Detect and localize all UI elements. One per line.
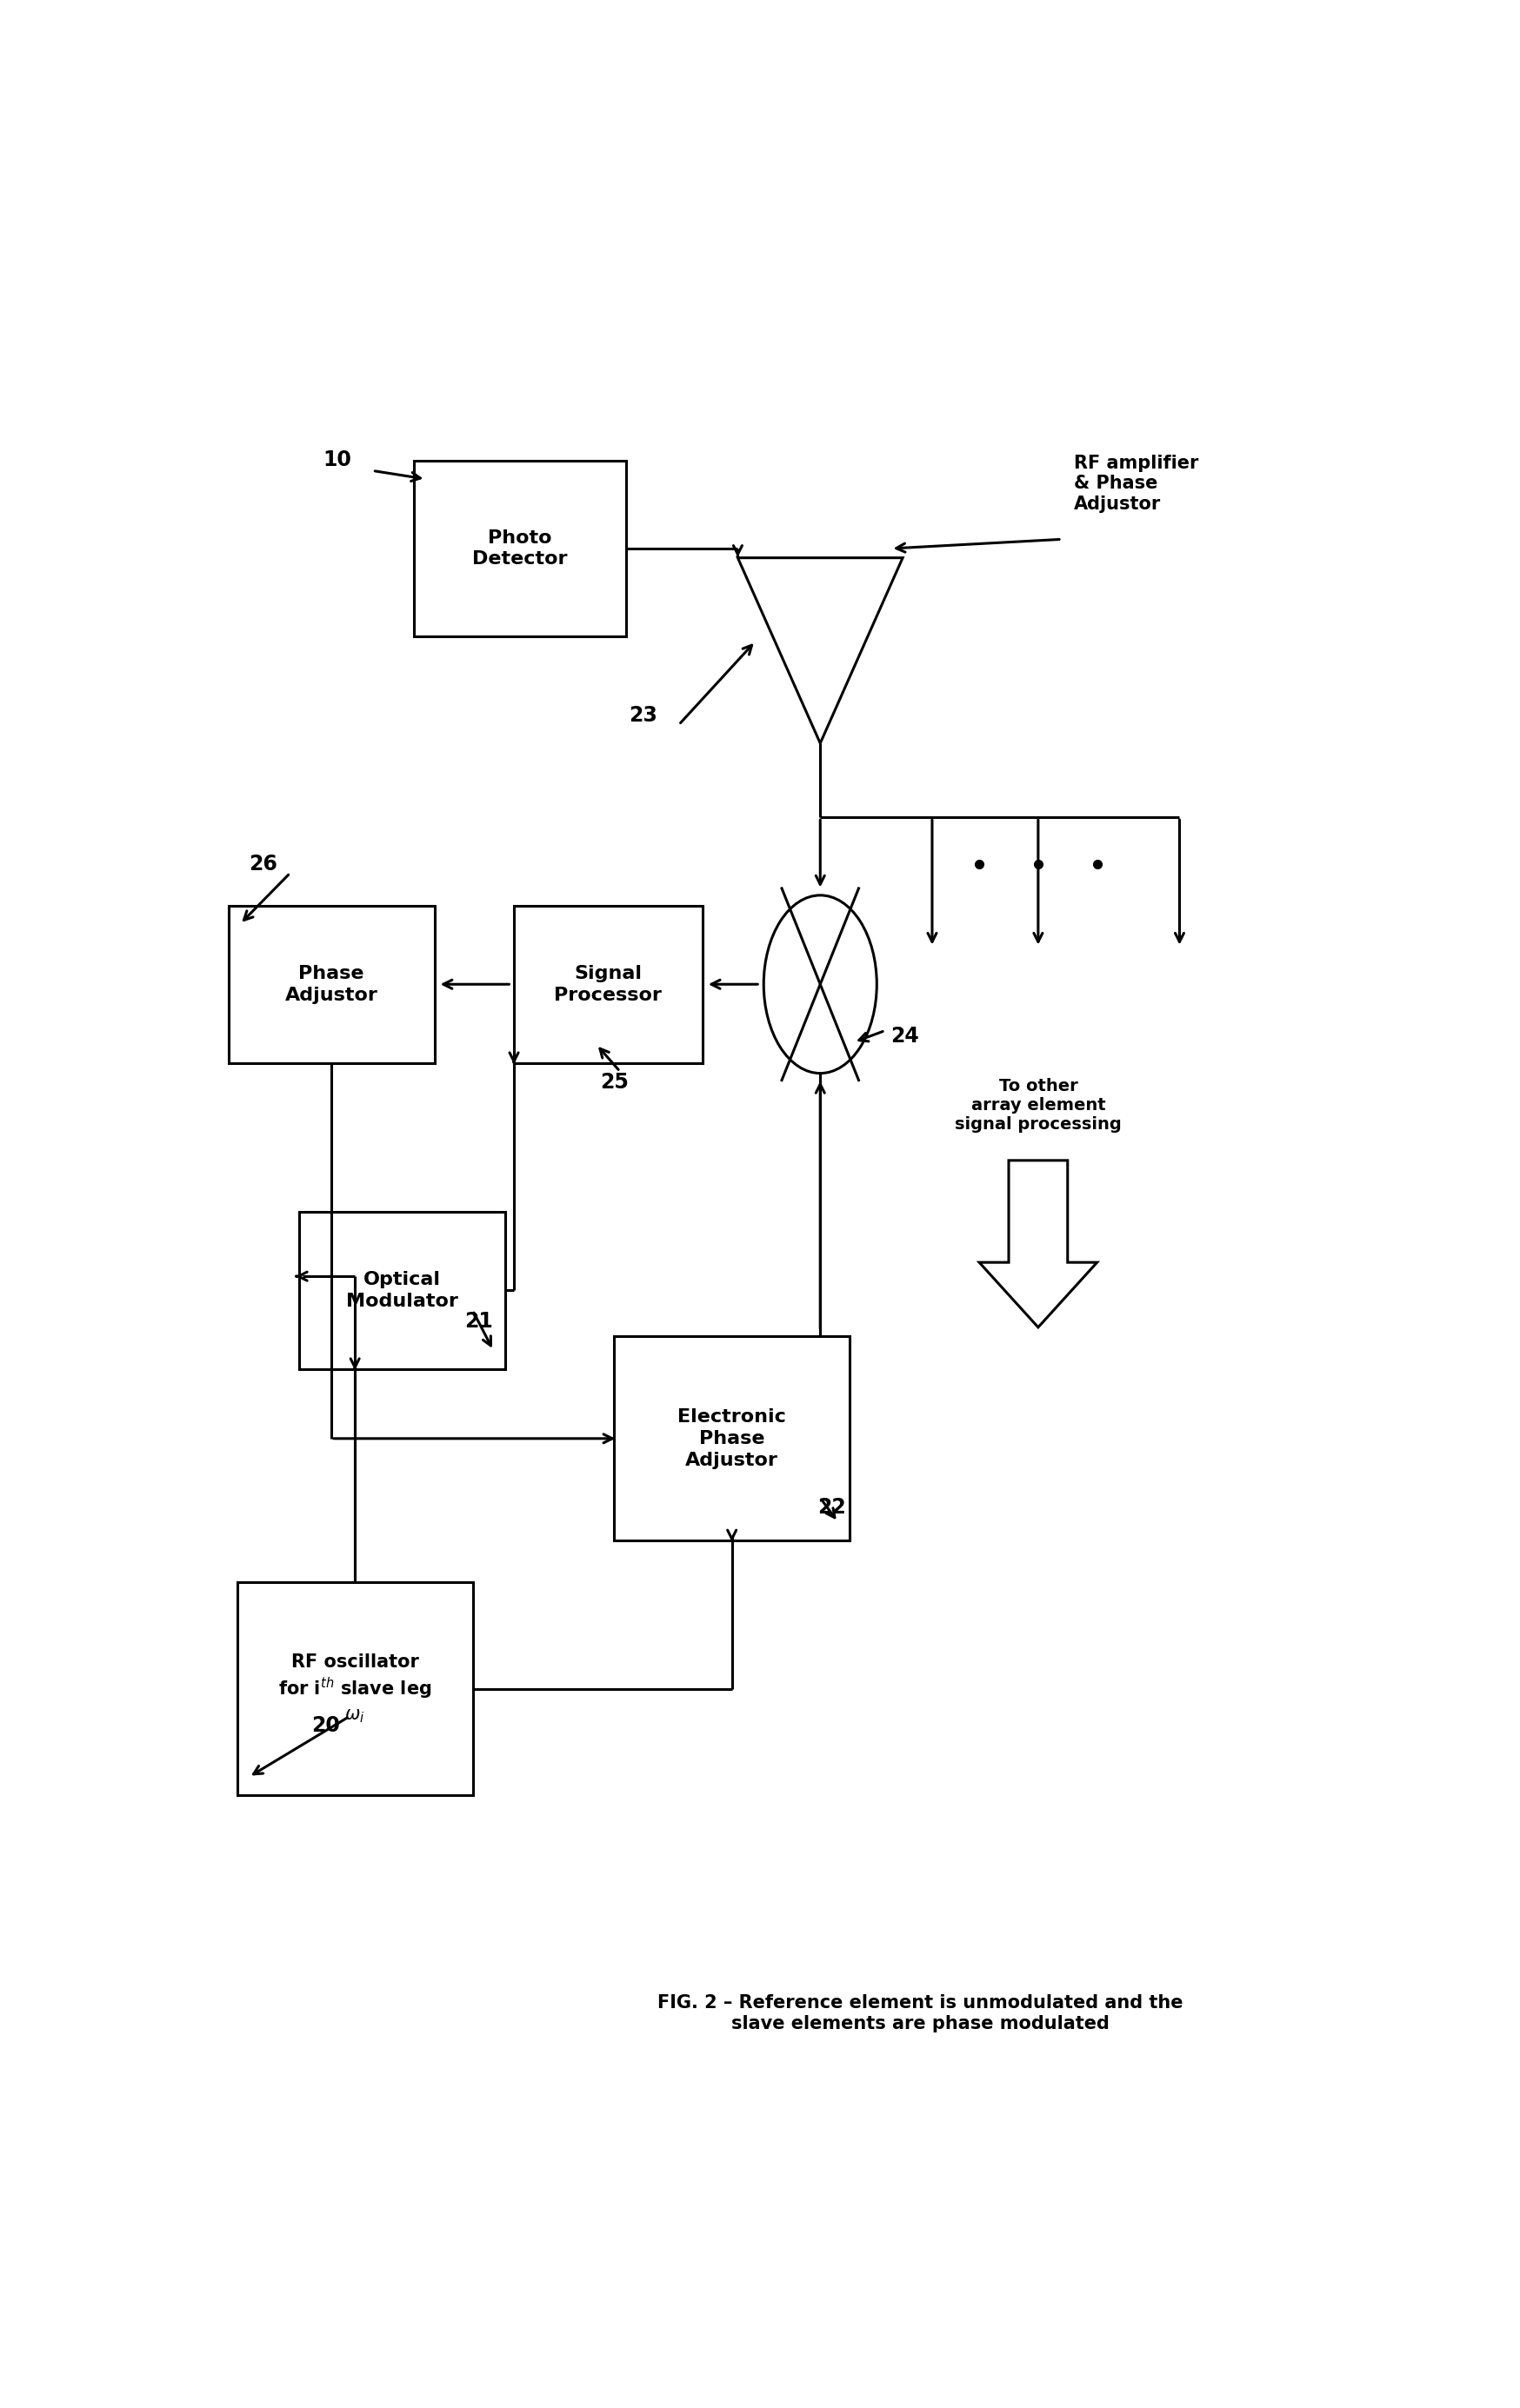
Text: RF oscillator
for i$^{th}$ slave leg
$\omega_i$: RF oscillator for i$^{th}$ slave leg $\o… [278, 1652, 432, 1724]
Text: 26: 26 [249, 852, 277, 874]
FancyBboxPatch shape [228, 905, 435, 1062]
Text: To other
array element
signal processing: To other array element signal processing [955, 1079, 1122, 1132]
FancyBboxPatch shape [299, 1211, 505, 1370]
Text: Photo
Detector: Photo Detector [473, 530, 567, 568]
FancyBboxPatch shape [614, 1336, 850, 1541]
Text: 25: 25 [600, 1072, 628, 1093]
FancyBboxPatch shape [514, 905, 702, 1062]
Text: 20: 20 [312, 1714, 340, 1736]
Text: 23: 23 [629, 706, 658, 725]
FancyBboxPatch shape [237, 1582, 473, 1796]
Text: RF amplifier
& Phase
Adjustor: RF amplifier & Phase Adjustor [1073, 455, 1198, 513]
Text: 21: 21 [465, 1312, 492, 1332]
FancyArrow shape [979, 1161, 1097, 1327]
Text: Phase
Adjustor: Phase Adjustor [284, 966, 378, 1004]
Text: FIG. 2 – Reference element is unmodulated and the
slave elements are phase modul: FIG. 2 – Reference element is unmodulate… [658, 1994, 1183, 2032]
Text: Optical
Modulator: Optical Modulator [347, 1271, 458, 1310]
FancyBboxPatch shape [413, 460, 626, 636]
Text: Electronic
Phase
Adjustor: Electronic Phase Adjustor [678, 1409, 786, 1469]
Text: 24: 24 [891, 1026, 920, 1047]
Text: 10: 10 [322, 450, 351, 470]
Text: 22: 22 [818, 1498, 847, 1517]
Text: Signal
Processor: Signal Processor [555, 966, 663, 1004]
